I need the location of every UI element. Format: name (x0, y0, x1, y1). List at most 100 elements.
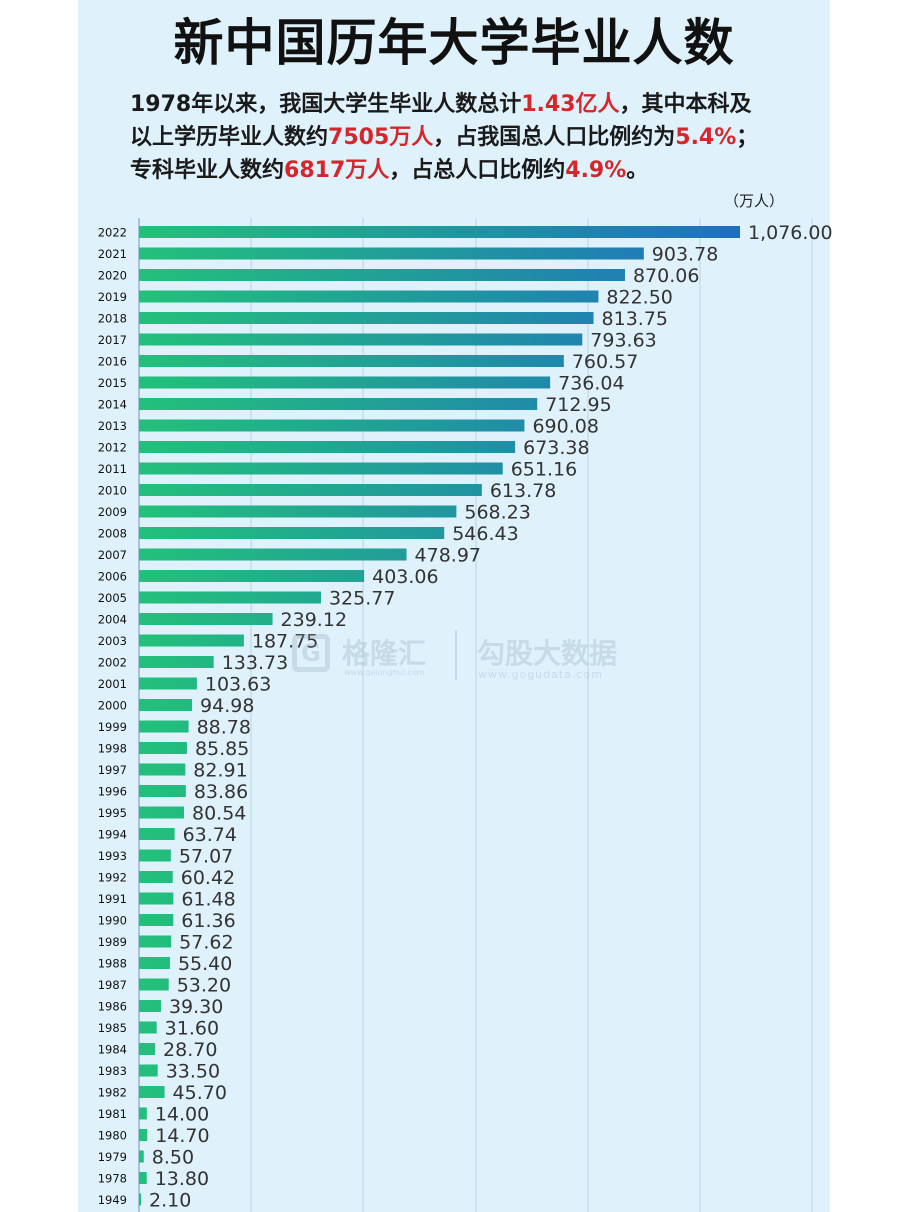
category-label: 1981 (98, 1107, 127, 1121)
college-ratio-highlight: 4.9% (565, 158, 627, 183)
data-label: 403.06 (372, 566, 438, 588)
intro-line-1: 1978年以来，我国大学生毕业人数总计1.43亿人，其中本科及 (130, 92, 752, 117)
data-label: 33.50 (166, 1061, 220, 1083)
data-label: 45.70 (173, 1082, 227, 1104)
bar (139, 763, 186, 776)
bar (139, 978, 169, 991)
category-label: 1949 (98, 1193, 127, 1207)
bar (139, 828, 175, 840)
bar (139, 419, 525, 432)
bar (139, 247, 644, 260)
bar (139, 376, 551, 389)
category-label: 2010 (98, 484, 127, 498)
watermark-name-2: 勾股大数据 (477, 637, 618, 670)
data-label: 53.20 (177, 975, 231, 997)
bar (139, 226, 740, 238)
category-label: 2019 (98, 290, 127, 304)
data-label: 613.78 (490, 480, 556, 502)
watermark: G 格隆汇 www.gelonghui.com 勾股大数据 www.goguda… (292, 628, 652, 684)
college-count-highlight: 6817万人 (284, 158, 390, 183)
data-label: 14.00 (155, 1104, 209, 1126)
category-label: 2022 (98, 226, 127, 240)
bar (139, 1021, 157, 1034)
data-label: 813.75 (602, 308, 668, 330)
bar (139, 269, 625, 281)
bar (139, 957, 170, 969)
bar (139, 462, 503, 475)
category-label: 2016 (98, 355, 127, 369)
bar (139, 677, 197, 690)
data-label: 239.12 (281, 609, 347, 631)
category-label: 1980 (98, 1129, 127, 1143)
data-label: 793.63 (590, 330, 656, 352)
bar (139, 742, 187, 754)
category-label: 1979 (98, 1150, 127, 1164)
category-label: 1983 (98, 1064, 127, 1078)
bar (139, 806, 184, 819)
data-label: 2.10 (149, 1190, 191, 1212)
bachelor-ratio-highlight: 5.4% (675, 125, 737, 150)
category-label: 2013 (98, 419, 127, 433)
data-label: 903.78 (652, 244, 718, 266)
bar (139, 1000, 161, 1012)
data-label: 61.48 (181, 889, 235, 911)
data-label: 85.85 (195, 738, 249, 760)
category-label: 2000 (98, 699, 127, 713)
bar (139, 505, 457, 518)
category-label: 1999 (98, 720, 127, 734)
data-label: 57.07 (179, 846, 233, 868)
bar (139, 1086, 165, 1098)
category-label: 1990 (98, 914, 127, 928)
data-label: 822.50 (606, 287, 672, 309)
data-label: 478.97 (415, 545, 481, 567)
data-label: 8.50 (152, 1147, 194, 1169)
category-label: 1978 (98, 1172, 127, 1186)
category-label: 2021 (98, 247, 127, 261)
data-label: 80.54 (192, 803, 246, 825)
category-label: 2008 (98, 527, 127, 541)
category-label: 2003 (98, 634, 127, 648)
total-graduates-highlight: 1.43亿人 (521, 92, 620, 117)
category-label: 2018 (98, 312, 127, 326)
intro-text: 1978年以来，我国大学生毕业人数总计1.43亿人，其中本科及 以上学历毕业人数… (130, 88, 820, 187)
data-label: 690.08 (532, 416, 598, 438)
data-label: 94.98 (200, 695, 254, 717)
category-label: 2001 (98, 677, 127, 691)
bar (139, 527, 445, 539)
bar (139, 333, 583, 346)
category-label: 1989 (98, 935, 127, 949)
data-label: 870.06 (633, 265, 699, 287)
gelonghui-logo-icon: G (292, 634, 330, 672)
data-label: 13.80 (155, 1168, 209, 1190)
category-label: 1997 (98, 763, 127, 777)
category-label: 1994 (98, 828, 127, 842)
data-label: 187.75 (252, 631, 318, 653)
category-label: 2006 (98, 570, 127, 584)
data-label: 133.73 (222, 652, 288, 674)
category-label: 1986 (98, 1000, 127, 1014)
bar (139, 871, 173, 883)
data-label: 14.70 (155, 1125, 209, 1147)
bar (139, 1043, 156, 1055)
bar (139, 570, 365, 582)
category-label: 1998 (98, 742, 127, 756)
data-label: 651.16 (511, 459, 577, 481)
data-label: 31.60 (165, 1018, 219, 1040)
data-label: 325.77 (329, 588, 395, 610)
bar (139, 1107, 147, 1120)
category-label: 2011 (98, 462, 127, 476)
data-label: 88.78 (197, 717, 251, 739)
bar (139, 656, 214, 668)
category-label: 2004 (98, 613, 127, 627)
category-label: 2017 (98, 333, 127, 347)
data-label: 60.42 (181, 867, 235, 889)
data-label: 760.57 (572, 351, 638, 373)
category-label: 1985 (98, 1021, 127, 1035)
data-label: 103.63 (205, 674, 271, 696)
category-label: 2014 (98, 398, 127, 412)
intro-line-3: 专科毕业人数约6817万人，占总人口比例约4.9%。 (130, 158, 649, 183)
category-label: 2005 (98, 591, 127, 605)
bar (139, 613, 273, 625)
data-label: 63.74 (183, 824, 237, 846)
bar (139, 1193, 141, 1206)
